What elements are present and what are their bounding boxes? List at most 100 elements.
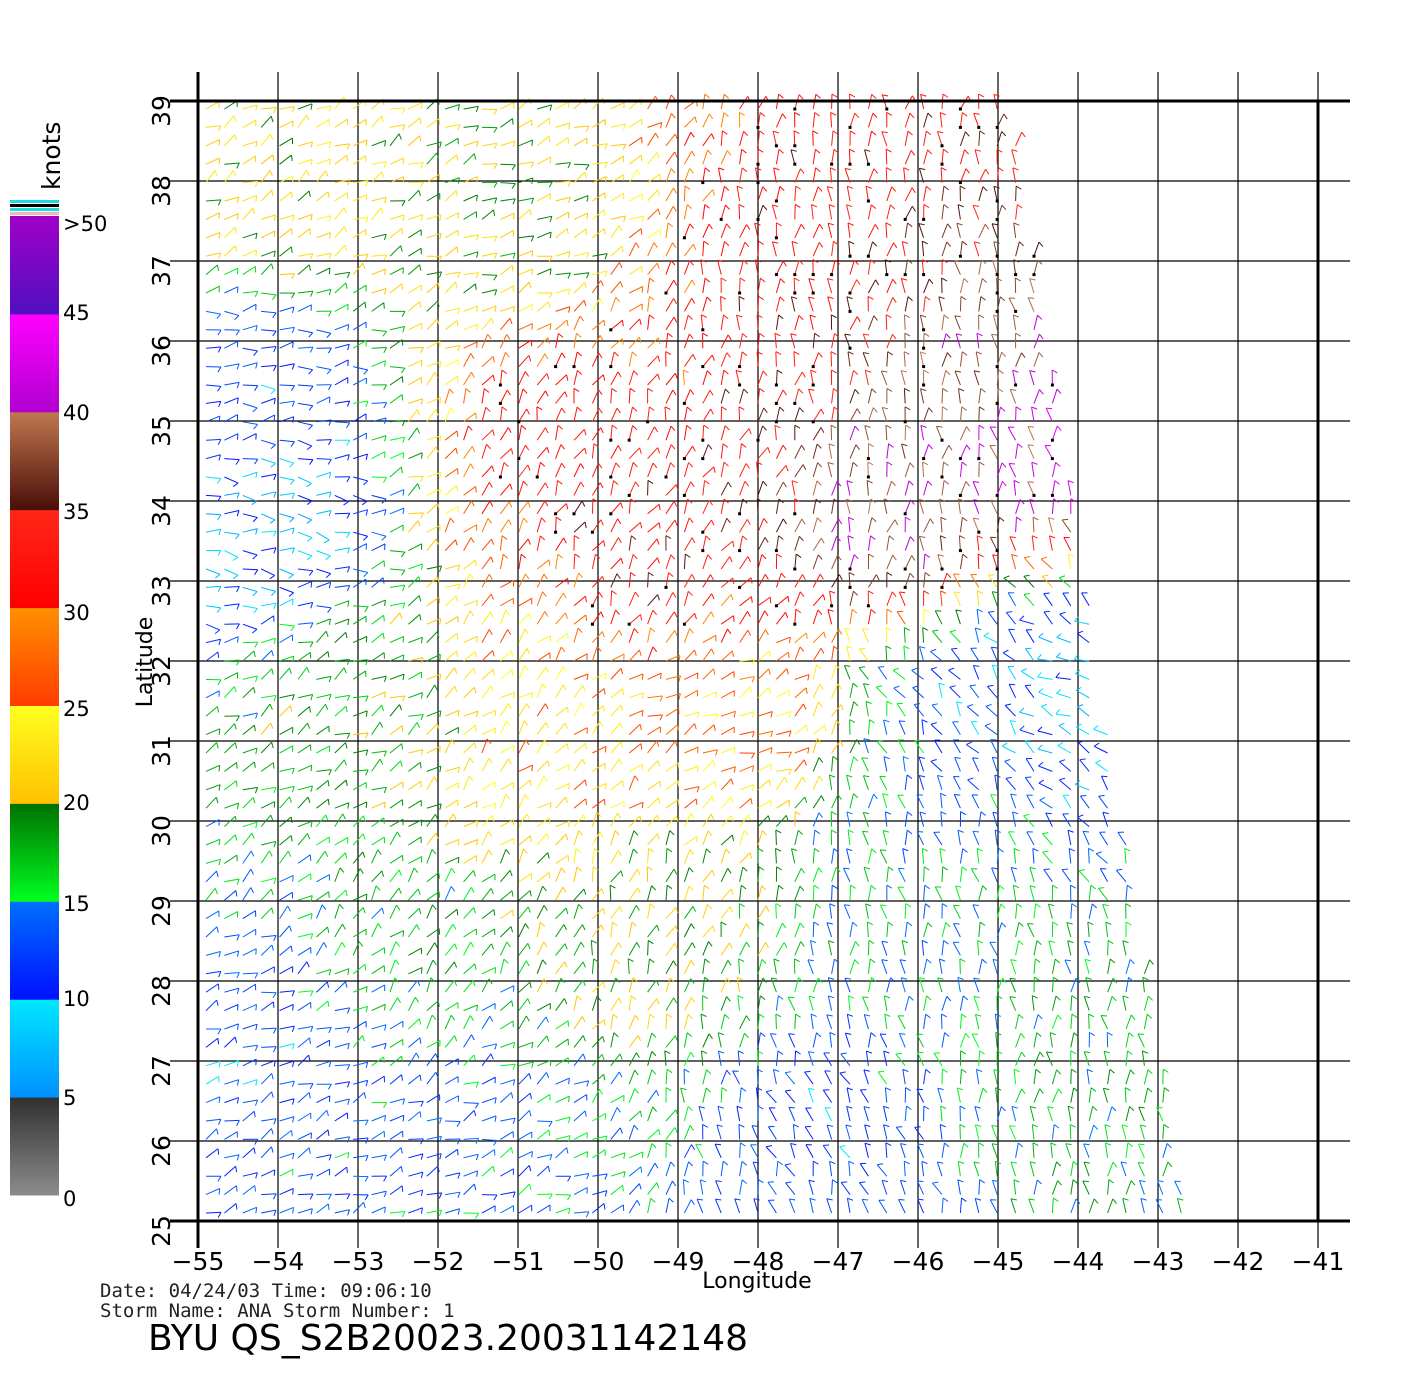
wind-vector-barb: [848, 1160, 855, 1165]
wind-vector: [297, 1112, 311, 1122]
wind-vector-barb: [420, 398, 424, 405]
wind-vector: [978, 1088, 984, 1103]
wind-vector: [555, 783, 570, 791]
wind-vector: [389, 452, 404, 460]
wind-vector-barb: [381, 498, 387, 504]
wind-vector-barb: [326, 332, 332, 338]
wind-vector: [831, 958, 835, 974]
wind-vector-barb: [614, 830, 620, 836]
wind-vector-barb: [365, 749, 369, 756]
wind-vector-barb: [291, 768, 295, 775]
wind-vector: [389, 654, 404, 662]
colorbar-label: 0: [63, 1187, 76, 1211]
wind-vector: [279, 835, 292, 846]
wind-vector-barb: [883, 1124, 890, 1128]
wind-vector: [573, 961, 584, 975]
wind-vector-barb: [706, 848, 712, 854]
wind-vector: [463, 371, 472, 386]
wind-vector-barb: [420, 1153, 424, 1160]
wind-vector-barb: [880, 904, 887, 907]
wind-vector: [702, 869, 713, 883]
wind-vector: [224, 854, 238, 864]
wind-vector-barb: [252, 517, 258, 523]
wind-vector-barb: [1010, 959, 1017, 962]
wind-vector: [592, 1203, 605, 1214]
wind-vector: [316, 1129, 329, 1140]
wind-vector-barb: [738, 406, 745, 411]
wind-vector-barb: [851, 608, 858, 614]
wind-vector: [260, 944, 273, 956]
wind-vector-barb: [291, 990, 295, 997]
wind-vector: [883, 1124, 888, 1140]
wind-vector: [389, 584, 405, 588]
wind-vector-barb: [726, 996, 731, 1002]
wind-vector: [297, 1025, 313, 1030]
wind-vector: [953, 923, 961, 938]
wind-vector: [974, 1106, 980, 1122]
wind-vector: [481, 943, 492, 956]
wind-vector: [879, 1033, 888, 1048]
wind-vector: [242, 586, 258, 592]
wind-vector-barb: [561, 352, 566, 359]
wind-vector-barb: [582, 758, 586, 765]
wind-vector: [941, 388, 944, 404]
wind-vector: [500, 597, 514, 607]
wind-vector-barb: [759, 388, 765, 393]
wind-vector: [555, 743, 568, 754]
wind-vector-barb: [766, 1089, 773, 1093]
wind-vector: [1058, 577, 1072, 588]
wind-vector: [426, 1165, 439, 1177]
wind-vector-barb: [740, 884, 747, 890]
wind-vector: [316, 1026, 332, 1030]
wind-vector-barb: [383, 817, 385, 824]
wind-vector-barb: [439, 435, 442, 442]
wind-vector: [408, 1037, 421, 1048]
wind-vector-barb: [568, 1207, 571, 1215]
wind-vector-barb: [1120, 1161, 1128, 1164]
wind-vector-barb: [688, 867, 694, 873]
wind-vector-barb: [785, 815, 789, 822]
wind-vector: [610, 997, 620, 1011]
wind-vector-barb: [1105, 921, 1112, 925]
wind-vector-barb: [853, 590, 859, 596]
wind-vector-barb: [435, 409, 439, 416]
wind-vector-barb: [742, 866, 748, 872]
wind-vector: [757, 650, 770, 662]
wind-vector: [573, 572, 580, 588]
wind-vector-barb: [722, 443, 729, 448]
wind-vector-barb: [779, 406, 785, 412]
wind-vector-barb: [1127, 1142, 1133, 1147]
wind-vector: [867, 407, 874, 422]
wind-vector: [592, 1135, 608, 1140]
rain-flag-dot: [774, 604, 778, 608]
wind-vector-barb: [870, 1032, 876, 1037]
wind-vector: [720, 1161, 724, 1177]
wind-vector-barb: [658, 522, 661, 529]
wind-vector-barb: [676, 724, 679, 731]
wind-vector: [371, 836, 385, 846]
wind-vector: [1138, 1143, 1145, 1158]
wind-vector: [1009, 720, 1017, 735]
wind-vector-barb: [592, 866, 599, 871]
wind-vector-barb: [216, 607, 222, 613]
wind-vector: [849, 959, 856, 974]
wind-vector-barb: [954, 370, 962, 373]
wind-vector: [812, 738, 818, 754]
wind-vector: [896, 703, 906, 717]
wind-vector-barb: [714, 713, 719, 720]
wind-vector: [996, 848, 1000, 864]
wind-vector: [974, 1198, 980, 1214]
wind-vector-barb: [525, 1015, 530, 1022]
wind-vector: [976, 333, 980, 349]
wind-vector: [1010, 793, 1017, 809]
wind-vector: [536, 559, 550, 570]
wind-vector-barb: [521, 425, 527, 430]
wind-vector: [683, 849, 691, 864]
wind-vector-barb: [707, 904, 712, 910]
wind-vector-barb: [710, 813, 715, 820]
wind-vector-barb: [252, 554, 258, 560]
rain-flag-dot: [866, 604, 870, 608]
wind-vector-barb: [757, 1068, 763, 1073]
wind-vector-barb: [436, 723, 440, 730]
wind-vector: [536, 817, 550, 828]
